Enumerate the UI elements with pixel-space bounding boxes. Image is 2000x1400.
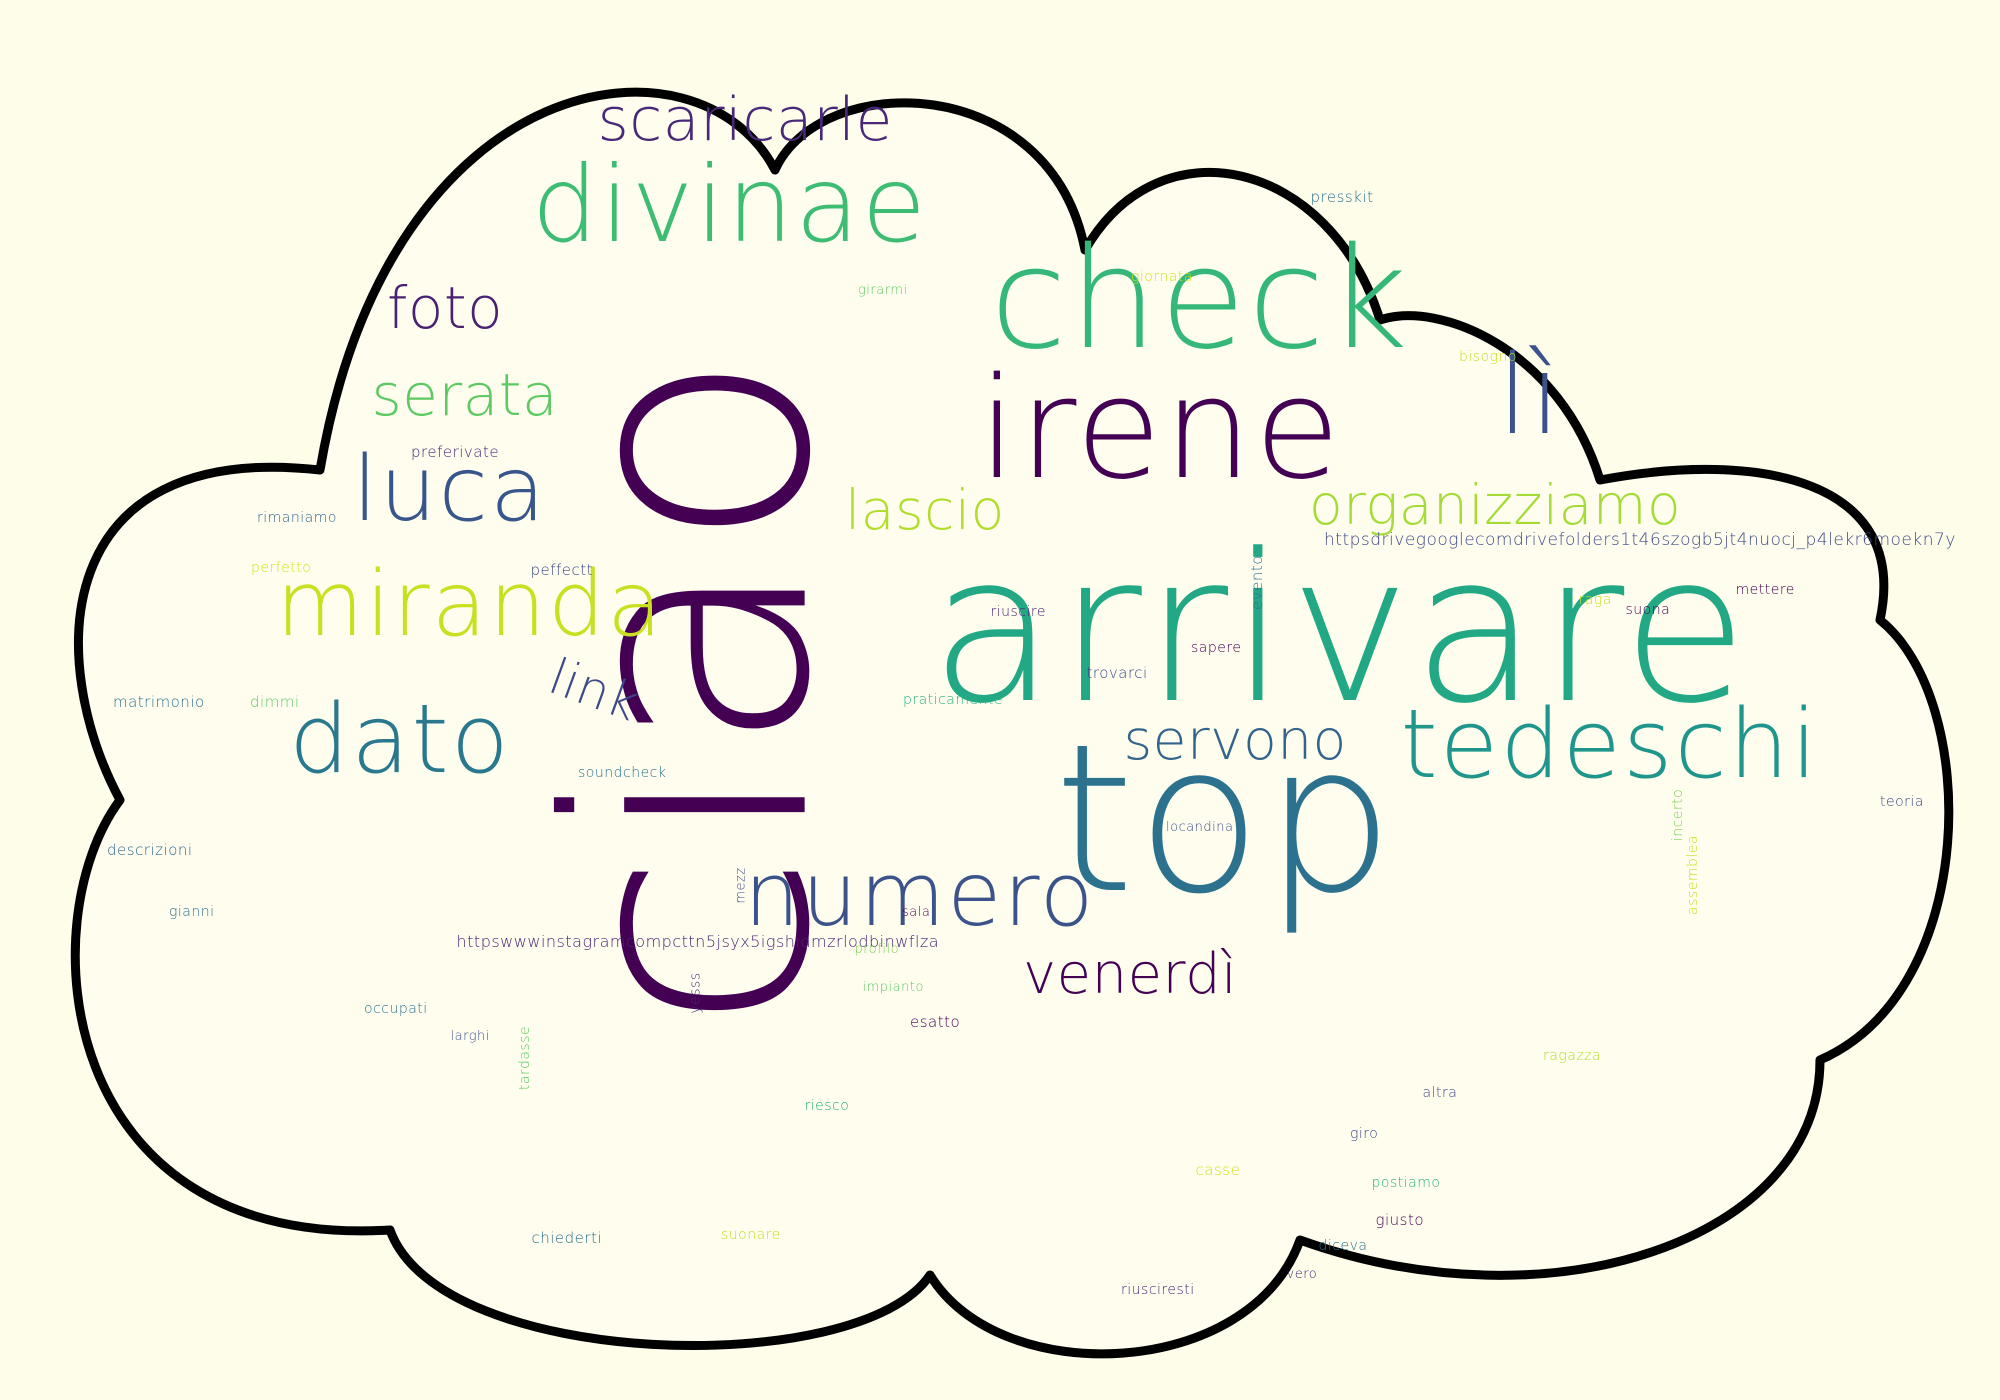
word-trovarci: trovarci — [1086, 663, 1148, 682]
word-profilo: profilo — [854, 941, 900, 957]
word-postiamo: postiamo — [1371, 1175, 1441, 1191]
word-instagram-url: httpswwwinstagramcompcttn5jsyx5igshidmzr… — [456, 932, 940, 951]
word-drive-url: httpsdrivegooglecomdrivefolders1t46szogb… — [1324, 529, 1956, 550]
word-dato: dato — [289, 684, 511, 795]
word-luca: luca — [352, 437, 548, 542]
word-giornata: giornata — [1131, 269, 1193, 285]
word-scaricarle: scaricarle — [597, 85, 893, 155]
word-peffectt: peffectt — [530, 560, 594, 579]
word-serata: serata — [371, 361, 559, 429]
word-rimaniamo: rimaniamo — [257, 510, 337, 526]
word-gianni: gianni — [169, 904, 215, 920]
word-assemblea: assemblea — [1684, 835, 1701, 915]
word-soundcheck: soundcheck — [578, 765, 667, 781]
word-irene: irene — [978, 348, 1343, 511]
word-foto: foto — [387, 274, 504, 342]
word-locandina: locandina — [1166, 819, 1234, 835]
word-dimmi: dimmi — [250, 692, 300, 711]
word-occupati: occupati — [364, 1001, 428, 1017]
word-evento: evento — [1247, 554, 1266, 610]
word-ragazza: ragazza — [1543, 1048, 1602, 1064]
word-incerto: incerto — [1670, 788, 1687, 842]
word-giro: giro — [1350, 1126, 1379, 1142]
word-larghi: larghi — [450, 1028, 490, 1044]
word-matrimonio: matrimonio — [113, 692, 205, 711]
word-preferivate: preferivate — [411, 442, 500, 461]
word-diceva: diceva — [1318, 1238, 1368, 1254]
word-suona: suona — [1625, 602, 1671, 618]
word-bisogno: bisogno — [1459, 349, 1517, 365]
word-impianto: impianto — [862, 979, 924, 995]
word-li: lì — [1497, 331, 1563, 459]
word-teoria: teoria — [1880, 794, 1924, 810]
word-sala: sala — [902, 904, 931, 920]
word-sapere: sapere — [1191, 640, 1242, 656]
word-praticamente: praticamente — [903, 692, 1004, 708]
word-lascio: lascio — [845, 477, 1005, 542]
word-numero: numero — [744, 843, 1096, 946]
word-tardasse: tardasse — [517, 1025, 534, 1091]
word-vero: vero — [1286, 1266, 1318, 1282]
word-tedeschi: tedeschi — [1400, 689, 1820, 800]
word-esatto: esatto — [910, 1012, 961, 1031]
word-mettere: mettere — [1735, 582, 1795, 598]
word-arrivare: arrivare — [930, 510, 1750, 749]
word-riesco: riesco — [804, 1098, 850, 1114]
word-suonare: suonare — [721, 1227, 781, 1243]
word-top: top — [1054, 700, 1396, 939]
word-altra: altra — [1422, 1085, 1458, 1101]
word-riuscire: riuscire — [990, 604, 1046, 620]
word-servono: servono — [1123, 707, 1347, 772]
cloud-outline — [70, 87, 1954, 1359]
word-chiederti: chiederti — [531, 1228, 603, 1247]
word-check: check — [990, 218, 1410, 381]
word-organizziamo: organizziamo — [1309, 472, 1682, 537]
word-yesss: yesss — [687, 972, 704, 1014]
word-venerdi: venerdì — [1023, 942, 1238, 1007]
word-mezz: mezz — [733, 866, 749, 904]
word-descrizioni: descrizioni — [107, 840, 193, 859]
word-girarmi: girarmi — [858, 282, 908, 298]
word-miranda: miranda — [276, 552, 665, 657]
word-perfetto: perfetto — [251, 560, 312, 576]
word-giusto: giusto — [1375, 1210, 1425, 1229]
word-raga: raga — [1578, 592, 1612, 608]
word-divinae: divinae — [531, 143, 929, 266]
word-casse: casse — [1195, 1160, 1241, 1179]
word-riusciresti: riusciresti — [1121, 1282, 1195, 1298]
word-presskit: presskit — [1310, 187, 1374, 206]
